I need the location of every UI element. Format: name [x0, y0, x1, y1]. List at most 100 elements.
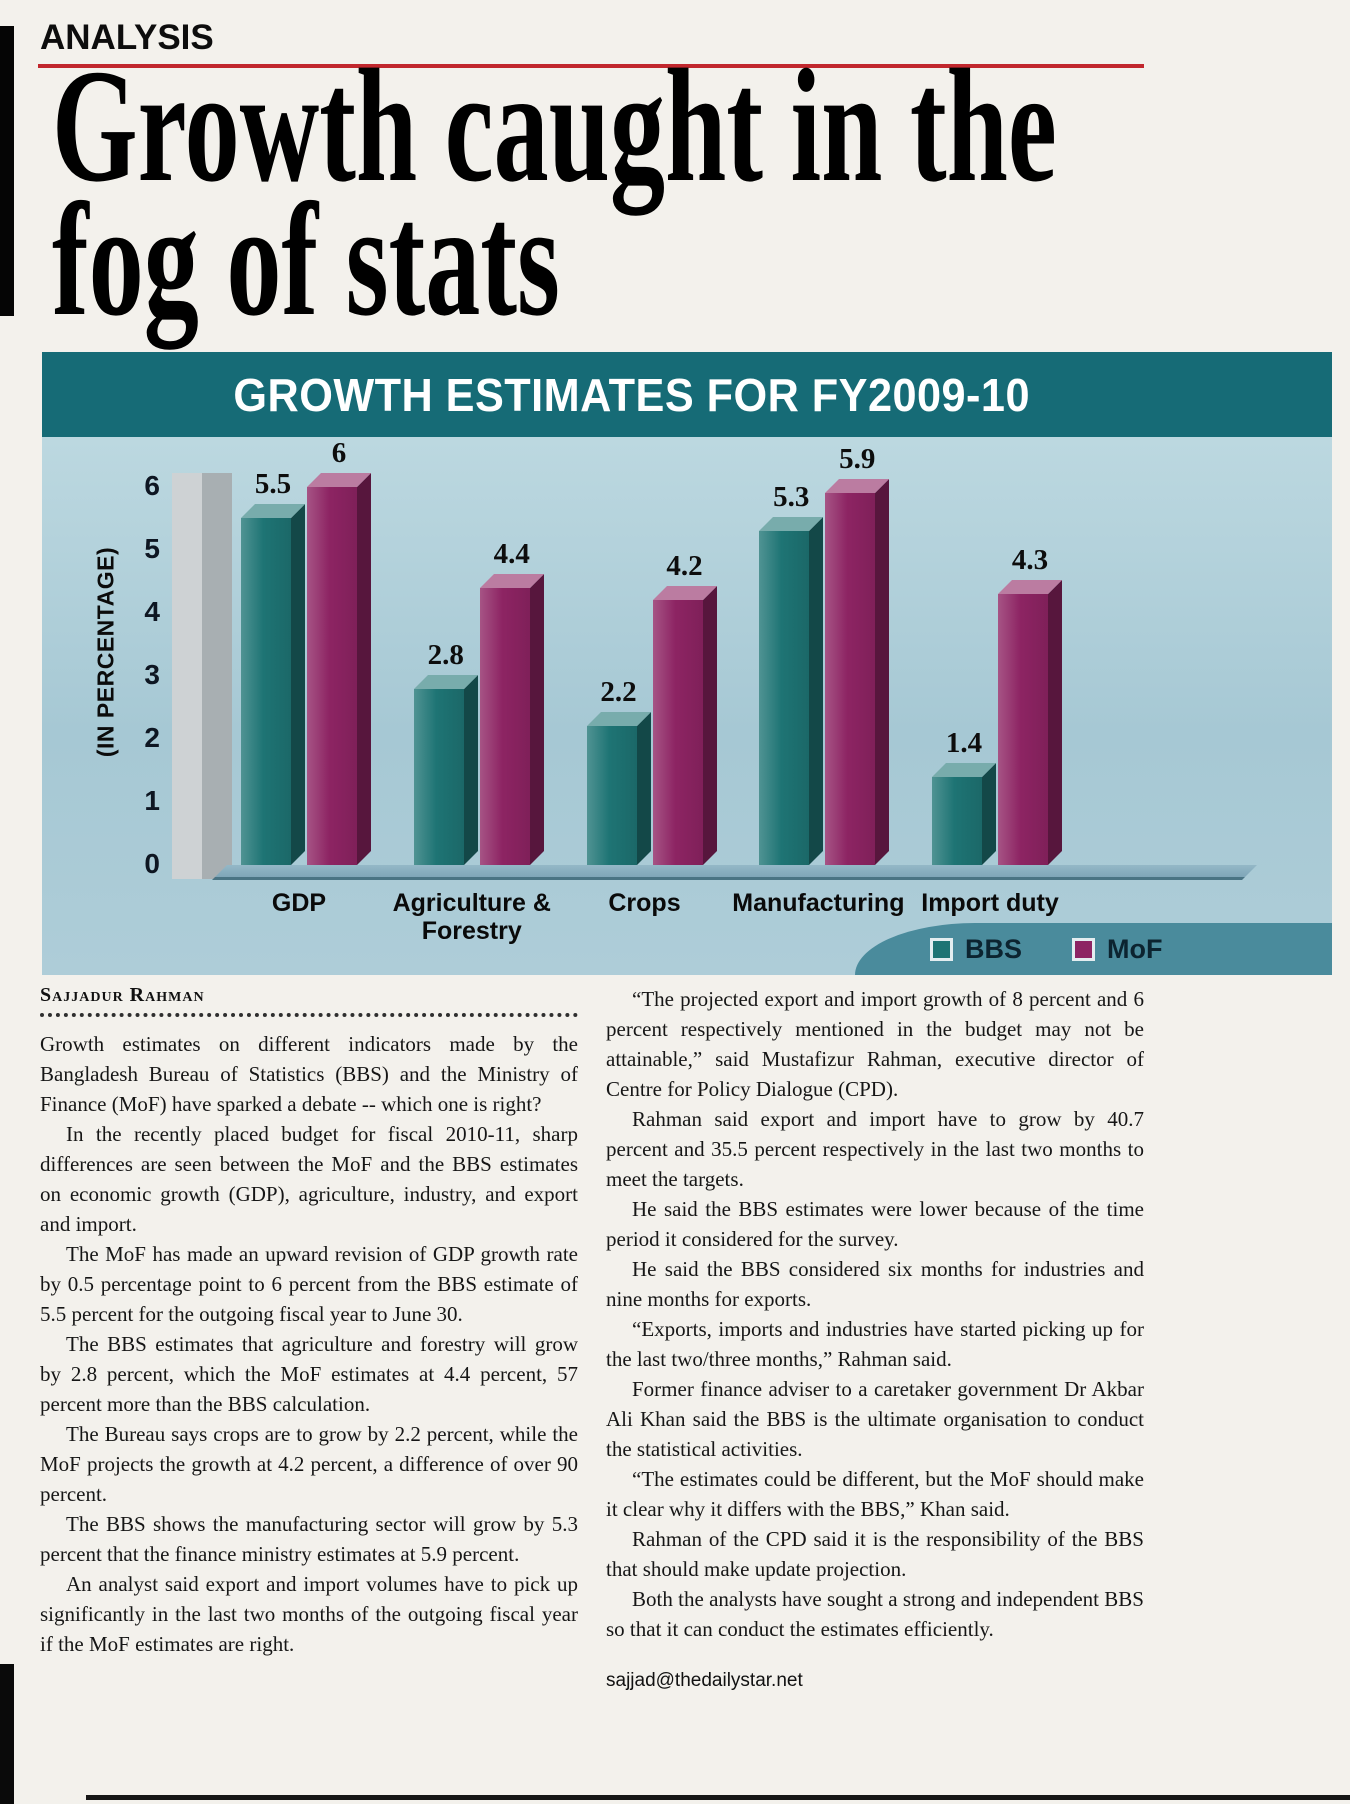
bar-front-face	[479, 588, 530, 865]
bar-side-face	[291, 504, 305, 865]
bar-side-face	[1048, 580, 1062, 865]
legend-label: BBS	[965, 933, 1023, 964]
bar-value-label: 4.3	[1011, 544, 1049, 576]
bar-mof: 6	[307, 437, 371, 865]
bar-bbs: 5.5	[241, 468, 305, 865]
bar-bbs: 5.3	[759, 481, 824, 865]
dotted-divider	[40, 1009, 578, 1017]
axis-wall-front	[172, 473, 202, 879]
bar-pair: 5.5 6	[241, 437, 371, 865]
bar-side-face	[357, 473, 371, 865]
article-paragraph: “The estimates could be different, but t…	[606, 1467, 1144, 1521]
bar-mof: 5.9	[825, 443, 890, 865]
y-tick-label: 1	[144, 785, 160, 816]
article-paragraph: The MoF has made an upward revision of G…	[40, 1242, 578, 1326]
legend-swatch-bbs	[930, 937, 953, 961]
bar-front-face	[998, 594, 1048, 865]
article-body: Sajjadur Rahman Growth estimates on diff…	[40, 984, 1144, 1692]
bar-value-label: 5.9	[839, 443, 876, 475]
bar-side-face	[529, 574, 544, 865]
bar-front-face	[586, 726, 637, 865]
bar-pair: 2.2 4.2	[586, 550, 717, 865]
bar-bbs: 2.2	[586, 676, 651, 865]
chart-legend: BBS MoF	[855, 923, 1332, 975]
scan-artifact-left-top	[0, 26, 14, 316]
legend-label: MoF	[1107, 933, 1163, 964]
legend-item-bbs: BBS	[930, 934, 1022, 965]
scan-artifact-bottom-rule	[86, 1795, 1350, 1800]
y-tick-label: 4	[144, 596, 160, 627]
bar-value-label: 1.4	[945, 727, 983, 759]
article-paragraph: An analyst said export and import volume…	[40, 1572, 578, 1656]
bar-pair: 2.8 4.4	[413, 538, 544, 865]
chart-title: GROWTH ESTIMATES FOR FY2009-10	[233, 368, 1031, 421]
bar-side-face	[636, 712, 651, 865]
bar-bbs: 2.8	[413, 639, 478, 865]
category-label: Agriculture & Forestry	[392, 889, 551, 945]
article-paragraph: The Bureau says crops are to grow by 2.2…	[40, 1422, 578, 1506]
article-paragraph: Both the analysts have sought a strong a…	[606, 1587, 1144, 1641]
bar-front-face	[932, 777, 982, 865]
bar-front-face	[307, 487, 357, 865]
axis-wall-side	[202, 473, 232, 879]
y-axis: 0 1 2 3 4 5 6	[42, 437, 162, 975]
bar-side-face	[982, 763, 996, 865]
article-paragraph: In the recently placed budget for fiscal…	[40, 1122, 578, 1236]
bar-group: 2.8 4.4 Agriculture & Forestry	[393, 437, 551, 945]
author-email: sajjad@thedailystar.net	[606, 1670, 803, 1691]
byline: Sajjadur Rahman	[40, 984, 205, 1006]
section-kicker: ANALYSIS	[40, 18, 214, 57]
bar-front-face	[241, 518, 291, 865]
bar-front-face	[652, 600, 703, 865]
bar-mof: 4.4	[479, 538, 544, 865]
bar-mof: 4.2	[652, 550, 717, 865]
article-paragraph: The BBS estimates that agriculture and f…	[40, 1332, 578, 1416]
bar-groups: 5.5 6 GDP 2.8 4.4 Agriculture & Forestry 2.2 4.…	[224, 437, 1065, 945]
bar-value-label: 5.5	[254, 468, 292, 500]
bar-side-face	[463, 675, 478, 865]
article-paragraph: Growth estimates on different indicators…	[40, 1032, 578, 1116]
bar-front-face	[825, 493, 876, 865]
category-label: Manufacturing	[732, 889, 905, 917]
chart-floor	[212, 865, 1257, 880]
legend-items: BBS MoF	[930, 934, 1163, 965]
article-paragraph: He said the BBS estimates were lower bec…	[606, 1197, 1144, 1251]
headline-line-2: fog of stats	[52, 171, 560, 350]
section-divider-rule	[38, 64, 1144, 68]
bar-side-face	[875, 479, 890, 865]
article-paragraph: Rahman of the CPD said it is the respons…	[606, 1527, 1144, 1581]
bar-side-face	[809, 517, 824, 865]
legend-item-mof: MoF	[1072, 933, 1163, 965]
category-label: Import duty	[921, 889, 1059, 917]
article-paragraph: Rahman said export and import have to gr…	[606, 1107, 1144, 1191]
article-headline: Growth caught in the fog of stats	[52, 37, 1057, 350]
bar-side-face	[702, 586, 717, 865]
article-paragraph: The BBS shows the manufacturing sector w…	[40, 1512, 578, 1566]
bar-bbs: 1.4	[932, 727, 996, 865]
legend-swatch-mof	[1072, 937, 1096, 961]
y-tick-label: 2	[144, 722, 160, 753]
y-tick-label: 0	[144, 848, 160, 879]
article-column-left: Sajjadur Rahman Growth estimates on diff…	[40, 984, 578, 1692]
article-paragraph: “Exports, imports and industries have st…	[606, 1317, 1144, 1371]
bar-mof: 4.3	[998, 544, 1062, 865]
scan-artifact-left-bottom	[0, 1664, 14, 1804]
bar-group: 2.2 4.2 Crops	[570, 437, 720, 917]
bar-value-label: 2.2	[600, 676, 637, 708]
bar-group: 1.4 4.3 Import duty	[915, 437, 1065, 917]
headline-line-1: Growth caught in the	[52, 37, 1057, 216]
y-tick-label: 6	[144, 470, 160, 501]
category-label: Crops	[608, 889, 681, 917]
bar-group: 5.3 5.9 Manufacturing	[732, 437, 904, 917]
bar-value-label: 4.4	[493, 538, 530, 570]
growth-estimates-chart: GROWTH ESTIMATES FOR FY2009-10 (IN PERCE…	[42, 352, 1332, 975]
y-tick-label: 3	[144, 659, 160, 690]
bar-value-label: 5.3	[773, 481, 810, 513]
bar-pair: 5.3 5.9	[759, 443, 890, 865]
article-column-right: “The projected export and import growth …	[606, 984, 1144, 1692]
bar-pair: 1.4 4.3	[932, 544, 1062, 865]
bar-front-face	[759, 531, 810, 865]
article-paragraph: Former finance adviser to a caretaker go…	[606, 1377, 1144, 1461]
